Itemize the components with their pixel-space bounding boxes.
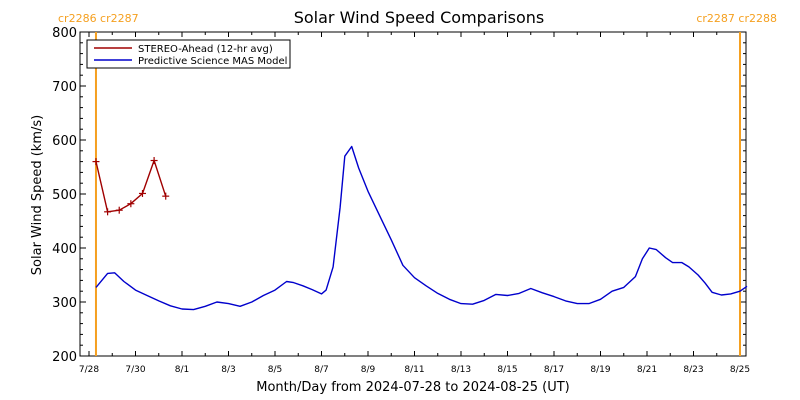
stereo-data-point <box>104 208 112 216</box>
x-tick-label: 8/23 <box>683 365 703 375</box>
y-tick-label: 200 <box>52 350 77 365</box>
series-layer <box>92 145 748 311</box>
stereo-data-point <box>127 200 135 208</box>
x-tick-label: 7/30 <box>125 365 145 375</box>
y-tick-label: 500 <box>52 188 77 203</box>
y-tick-label: 600 <box>52 134 77 149</box>
carrington-marker-label: cr2286 cr2287 <box>58 12 139 25</box>
x-tick-label: 8/1 <box>175 365 189 375</box>
carrington-marker-label: cr2287 cr2288 <box>696 12 777 25</box>
chart-title: Solar Wind Speed Comparisons <box>294 8 545 27</box>
y-axis-label: Solar Wind Speed (km/s) <box>30 115 45 275</box>
y-tick-label: 700 <box>52 80 77 95</box>
x-tick-label: 8/3 <box>221 365 235 375</box>
stereo-data-point <box>92 158 100 166</box>
series-line-mas-model <box>95 145 748 311</box>
carrington-rotation-markers: cr2286 cr2287 cr2287 cr2288 <box>58 12 777 356</box>
x-axis-ticks: 7/28 7/30 8/1 8/3 8/5 8/7 8/9 8/11 8/13 8/15 8/17 8… <box>79 32 750 375</box>
x-tick-label: 8/9 <box>361 365 376 375</box>
stereo-data-point <box>138 189 146 197</box>
x-tick-label: 8/5 <box>268 365 282 375</box>
x-tick-label: 8/19 <box>590 365 610 375</box>
x-tick-label: 7/28 <box>79 365 99 375</box>
stereo-data-point <box>115 206 123 214</box>
plot-area-frame <box>79 31 747 357</box>
x-tick-label: 8/21 <box>637 365 657 375</box>
y-tick-label: 400 <box>52 242 77 257</box>
legend-entry: Predictive Science MAS Model <box>138 56 287 67</box>
stereo-data-point <box>162 192 170 200</box>
stereo-data-point <box>150 157 158 165</box>
x-tick-label: 8/13 <box>451 365 471 375</box>
legend-entry: STEREO-Ahead (12-hr avg) <box>138 44 273 55</box>
x-tick-label: 8/11 <box>404 365 424 375</box>
y-tick-label: 300 <box>52 296 77 311</box>
y-tick-label: 800 <box>52 26 77 41</box>
legend: STEREO-Ahead (12-hr avg)Predictive Scien… <box>86 39 291 69</box>
x-tick-label: 8/15 <box>497 365 517 375</box>
x-axis-label: Month/Day from 2024-07-28 to 2024-08-25 … <box>256 380 569 395</box>
x-tick-label: 8/17 <box>544 365 564 375</box>
legend-box <box>86 39 291 69</box>
y-axis-ticks: 200 300 400 500 600 700 800 <box>52 26 746 365</box>
x-tick-label: 8/25 <box>730 365 750 375</box>
x-tick-label: 8/7 <box>314 365 328 375</box>
